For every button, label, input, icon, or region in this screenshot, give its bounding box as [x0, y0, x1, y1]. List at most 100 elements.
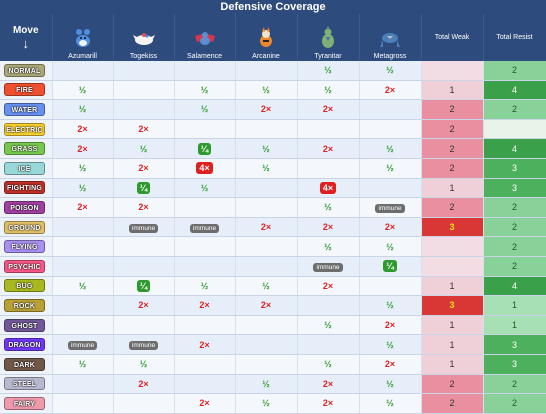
type-badge-grass[interactable]: GRASS — [4, 142, 45, 156]
table-row: ICE ½ 2× 4× ½ ½ 2 3 — [0, 158, 546, 179]
total-resist-cell: 1 — [483, 295, 546, 316]
pokemon-header-salamence[interactable]: Salamence — [174, 14, 236, 61]
matchup-value: ½ — [78, 163, 87, 174]
matchup-cell: ¼ — [174, 138, 236, 159]
table-row: DRAGON immune immune 2× ½ 1 3 — [0, 334, 546, 355]
table-row: FLYING ½ ½ 2 — [0, 236, 546, 257]
matchup-cell: ½ — [235, 158, 298, 179]
coverage-table: Move ↓ Azumarill Togekiss Salamence Arca… — [0, 14, 546, 414]
matchup-cell: 2× — [174, 393, 236, 414]
total-resist-cell: 2 — [483, 236, 546, 257]
matchup-value: 2× — [322, 222, 334, 233]
matchup-cell — [174, 61, 236, 81]
pokemon-header-azumarill[interactable]: Azumarill — [52, 14, 114, 61]
pokemon-header-metagross[interactable]: Metagross — [359, 14, 422, 61]
matchup-cell: ½ — [359, 334, 422, 355]
matchup-value: 2× — [199, 300, 210, 311]
table-row: POISON 2× 2× ½ immune 2 2 — [0, 197, 546, 218]
matchup-cell — [174, 374, 236, 395]
table-row: GRASS 2× ½ ¼ ½ 2× ½ 2 4 — [0, 138, 546, 159]
matchup-cell: ½ — [359, 61, 422, 81]
total-resist-header[interactable]: Total Resist — [483, 14, 546, 61]
matchup-cell: 2× — [359, 354, 422, 375]
matchup-cell — [235, 354, 298, 375]
type-cell: GRASS — [0, 138, 53, 159]
matchup-cell: 2× — [359, 315, 422, 336]
matchup-cell: ½ — [297, 315, 360, 336]
matchup-cell: ½ — [297, 236, 360, 257]
matchup-cell — [297, 158, 360, 179]
matchup-cell: ½ — [235, 393, 298, 414]
matchup-cell: 2× — [297, 217, 360, 238]
matchup-cell — [174, 119, 236, 140]
matchup-value: ½ — [139, 359, 148, 370]
total-resist-cell: 4 — [483, 276, 546, 297]
type-badge-dark[interactable]: DARK — [4, 357, 45, 371]
matchup-value: ¼ — [136, 279, 151, 292]
type-badge-psychic[interactable]: PSYCHIC — [4, 259, 45, 273]
matchup-value: ½ — [386, 339, 394, 350]
type-badge-fighting[interactable]: FIGHTING — [4, 181, 45, 195]
matchup-cell: ½ — [359, 236, 422, 257]
type-badge-electric[interactable]: ELECTRIC — [4, 122, 45, 136]
type-badge-fairy[interactable]: FAIRY — [4, 396, 45, 410]
table-row: ELECTRIC 2× 2× 2 — [0, 119, 546, 140]
move-label: Move — [12, 25, 39, 36]
total-weak-cell: 2 — [421, 138, 484, 159]
type-badge-ground[interactable]: GROUND — [4, 220, 45, 234]
matchup-cell: ¼ — [113, 178, 175, 199]
matchup-value: ½ — [78, 182, 87, 193]
type-badge-dragon[interactable]: DRAGON — [4, 338, 45, 352]
matchup-cell: 2× — [52, 119, 114, 140]
matchup-cell — [52, 315, 114, 336]
matchup-value: ½ — [324, 65, 332, 76]
total-weak-cell: 2 — [421, 99, 484, 120]
matchup-cell: ½ — [235, 276, 298, 297]
total-resist-cell: 2 — [483, 393, 546, 414]
type-cell: NORMAL — [0, 61, 53, 81]
matchup-cell: ½ — [297, 197, 360, 218]
type-badge-poison[interactable]: POISON — [4, 200, 45, 214]
matchup-cell: 4× — [297, 178, 360, 199]
matchup-value: 2× — [384, 84, 396, 95]
move-header[interactable]: Move ↓ — [0, 14, 53, 61]
table-row: GHOST ½ 2× 1 1 — [0, 315, 546, 336]
matchup-value: immune — [189, 223, 220, 233]
total-weak-header[interactable]: Total Weak — [421, 14, 484, 61]
total-resist-cell: 3 — [483, 158, 546, 179]
type-badge-bug[interactable]: BUG — [4, 279, 45, 293]
total-resist-cell: 2 — [483, 197, 546, 218]
table-row: FAIRY 2× ½ 2× ½ 2 2 — [0, 393, 546, 414]
type-badge-flying[interactable]: FLYING — [4, 240, 45, 254]
pokemon-header-tyranitar[interactable]: Tyranitar — [297, 14, 360, 61]
type-badge-normal[interactable]: NORMAL — [4, 63, 45, 77]
type-badge-ghost[interactable]: GHOST — [4, 318, 45, 332]
type-badge-fire[interactable]: FIRE — [4, 83, 45, 97]
pokemon-header-togekiss[interactable]: Togekiss — [113, 14, 175, 61]
pokemon-header-arcanine[interactable]: Arcanine — [235, 14, 298, 61]
type-badge-ice[interactable]: ICE — [4, 161, 45, 175]
table-row: FIGHTING ½ ¼ ½ 4× 1 3 — [0, 178, 546, 199]
matchup-cell: ½ — [359, 138, 422, 159]
matchup-cell: 2× — [113, 197, 175, 218]
total-resist-cell: 3 — [483, 334, 546, 355]
matchup-value: ¼ — [197, 142, 212, 155]
matchup-value: 2× — [77, 202, 88, 213]
type-badge-rock[interactable]: ROCK — [4, 298, 45, 312]
matchup-cell: 2× — [235, 295, 298, 316]
matchup-value: ½ — [386, 300, 394, 311]
type-badge-water[interactable]: WATER — [4, 102, 45, 116]
matchup-cell: 2× — [359, 217, 422, 238]
matchup-value: ½ — [324, 241, 332, 252]
matchup-value: 2× — [77, 143, 88, 154]
total-weak-cell: 2 — [421, 374, 484, 395]
matchup-cell: 2× — [359, 80, 422, 101]
matchup-cell — [359, 119, 422, 140]
type-badge-steel[interactable]: STEEL — [4, 377, 45, 391]
matchup-value: ½ — [386, 65, 394, 76]
type-cell: FAIRY — [0, 393, 53, 414]
salamence-icon — [194, 31, 215, 45]
matchup-value: 2× — [138, 202, 149, 213]
matchup-value: ½ — [78, 359, 87, 370]
matchup-value: ½ — [386, 241, 394, 252]
